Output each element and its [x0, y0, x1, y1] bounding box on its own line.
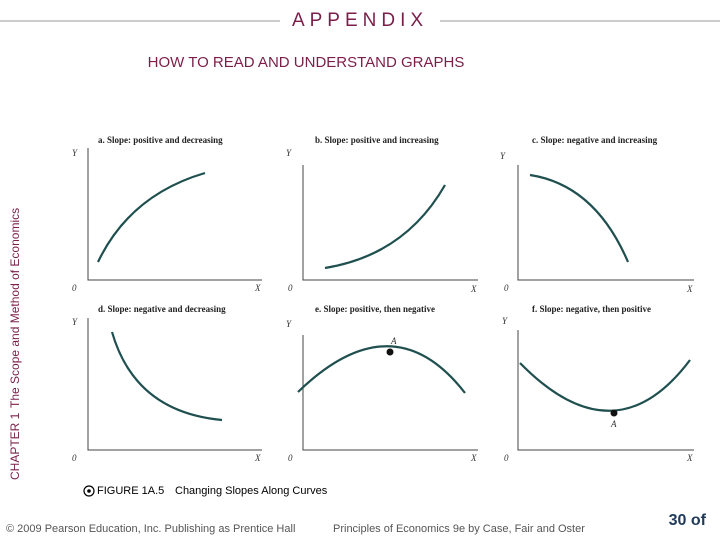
curve: [97, 171, 206, 263]
x-axis-label: X: [254, 453, 261, 463]
y-axis-label: Y: [72, 317, 78, 327]
axes: [302, 335, 478, 451]
origin-label: 0: [288, 453, 293, 463]
footer-copyright: © 2009 Pearson Education, Inc. Publishin…: [6, 523, 295, 535]
x-axis-label: X: [470, 453, 477, 463]
axes: [87, 318, 262, 451]
point-label: A: [390, 336, 397, 346]
curve: [110, 331, 223, 422]
axes: [517, 165, 694, 281]
chapter-label: CHAPTER 1: [8, 412, 22, 480]
curve: [529, 173, 630, 263]
origin-label: 0: [504, 453, 509, 463]
panel-title: a. Slope: positive and decreasing: [98, 135, 223, 145]
axes: [302, 165, 478, 281]
x-axis-label: X: [470, 284, 477, 294]
sidebar: CHAPTER 1 The Scope and Method of Econom…: [8, 208, 22, 480]
x-axis-label: X: [686, 453, 693, 463]
caption-icon: [87, 489, 91, 493]
panel: b. Slope: positive and increasing Y 0 X: [286, 135, 478, 294]
chapter-title: The Scope and Method of Economics: [8, 208, 22, 408]
y-axis-label: Y: [72, 148, 78, 158]
caption-text: Changing Slopes Along Curves: [175, 485, 328, 497]
footer-book: Principles of Economics 9e by Case, Fair…: [333, 523, 585, 535]
origin-label: 0: [72, 453, 77, 463]
point: [610, 409, 618, 417]
panel-title: c. Slope: negative and increasing: [532, 135, 658, 145]
point: [386, 348, 394, 356]
axes: [517, 330, 694, 451]
y-axis-label: Y: [286, 319, 292, 329]
origin-label: 0: [504, 283, 509, 293]
header-subtitle: HOW TO READ AND UNDERSTAND GRAPHS: [148, 54, 465, 71]
curve: [324, 184, 446, 270]
panel-title: b. Slope: positive and increasing: [315, 135, 439, 145]
origin-label: 0: [72, 283, 77, 293]
panel: d. Slope: negative and decreasing Y 0 X: [72, 304, 262, 463]
caption-icon: [83, 485, 95, 497]
x-axis-label: X: [686, 284, 693, 294]
point-label: A: [610, 419, 617, 429]
page-number: 30 of: [669, 512, 707, 529]
panel: e. Slope: positive, then negative Y 0 X …: [286, 304, 478, 463]
panel: a. Slope: positive and decreasing Y 0 X: [72, 135, 262, 293]
panel-title: d. Slope: negative and decreasing: [98, 304, 226, 314]
header-title: APPENDIX: [292, 10, 428, 31]
panel-title: f. Slope: negative, then positive: [532, 304, 651, 314]
caption-label: FIGURE 1A.5: [97, 485, 164, 497]
panel: f. Slope: negative, then positive Y 0 X …: [502, 304, 694, 463]
x-axis-label: X: [254, 283, 261, 293]
panel: c. Slope: negative and increasing Y 0 X: [500, 135, 694, 294]
curve: [519, 359, 691, 412]
origin-label: 0: [288, 283, 293, 293]
axes: [87, 148, 262, 281]
panel-title: e. Slope: positive, then negative: [315, 304, 435, 314]
y-axis-label: Y: [500, 151, 506, 161]
y-axis-label: Y: [502, 316, 508, 326]
y-axis-label: Y: [286, 148, 292, 158]
curve: [297, 345, 466, 394]
